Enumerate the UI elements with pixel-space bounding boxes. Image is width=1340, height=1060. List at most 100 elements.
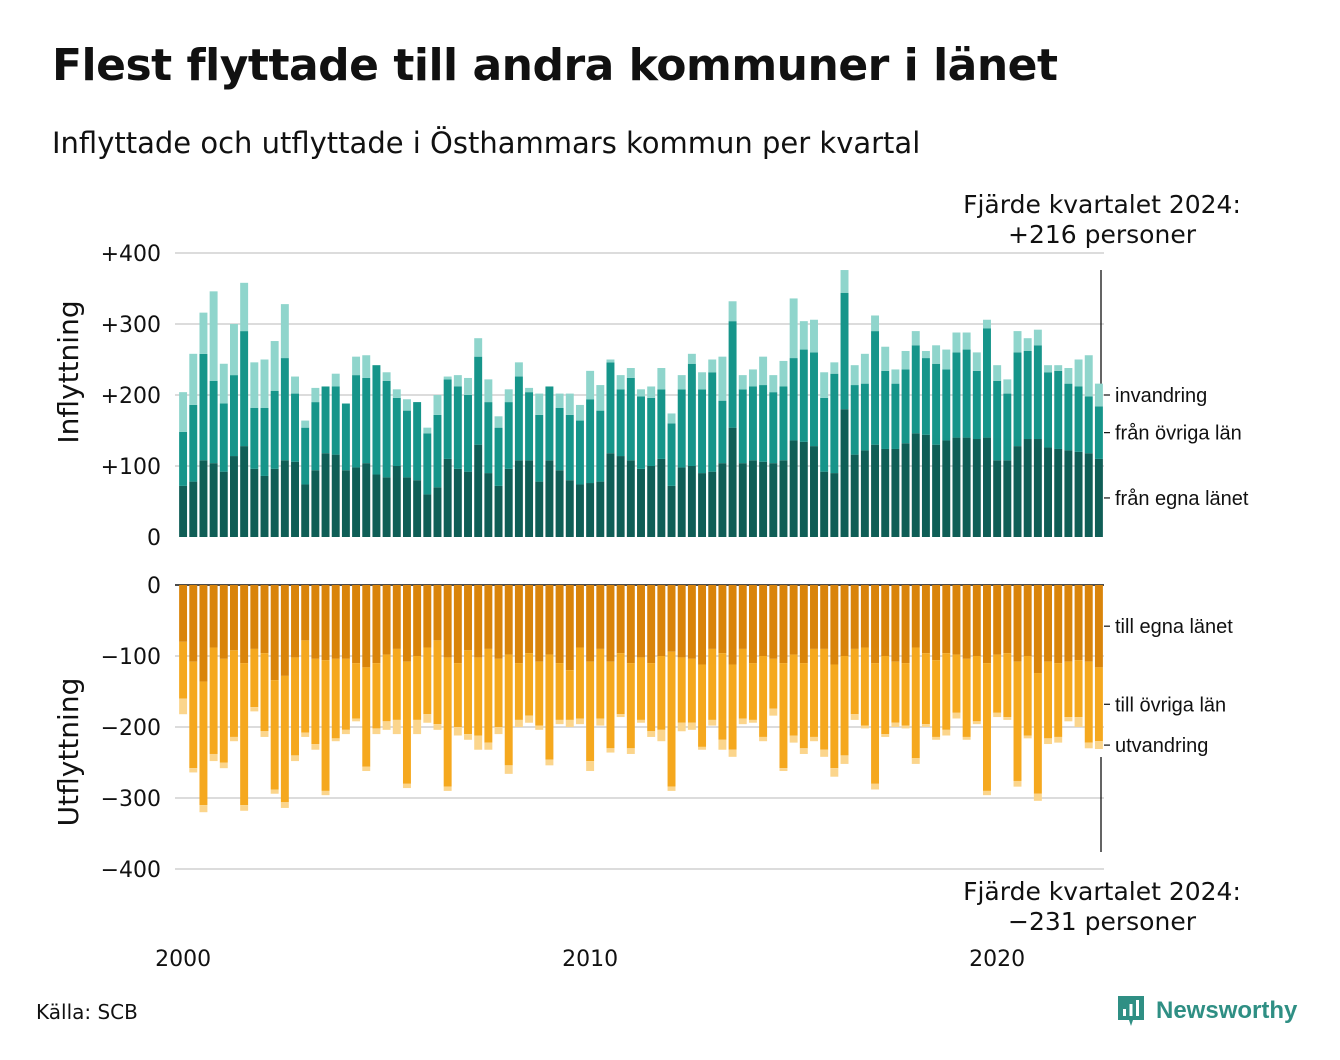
bar-segment — [1094, 741, 1103, 750]
bar-segment — [738, 389, 747, 464]
bar-segment — [270, 390, 279, 469]
bar-segment — [1023, 439, 1032, 537]
bar-segment — [565, 585, 574, 671]
x-tick-label: 2010 — [562, 947, 618, 972]
bar-segment — [484, 742, 493, 750]
bar-segment — [657, 585, 666, 656]
bar-segment — [952, 352, 961, 438]
bar-segment — [1033, 329, 1042, 346]
bar-segment — [626, 585, 635, 664]
bar-segment — [687, 722, 696, 730]
bar-segment — [606, 453, 615, 537]
bar-segment — [708, 585, 717, 649]
bar-segment — [921, 653, 930, 725]
bar-segment — [738, 718, 747, 725]
bar-segment — [993, 380, 1002, 461]
bar-segment — [1064, 368, 1073, 384]
series-labels: från egna länet från övriga län invandring… — [1104, 385, 1249, 757]
bar-segment — [657, 656, 666, 730]
bar-segment — [891, 369, 900, 384]
bar-segment — [881, 656, 890, 735]
bar-segment — [647, 585, 656, 664]
bar-segment — [616, 389, 625, 457]
bar-segment — [321, 660, 330, 791]
bar-segment — [352, 467, 361, 537]
bar-segment — [718, 463, 727, 537]
bar-segment — [1003, 393, 1012, 461]
bar-segment — [962, 658, 971, 737]
bar-segment — [545, 585, 554, 655]
bar-segment — [1054, 736, 1063, 743]
bar-segment — [260, 585, 269, 654]
bar-segment — [810, 446, 818, 537]
bar-segment — [484, 402, 493, 474]
bar-segment — [626, 748, 635, 754]
bar-segment — [453, 375, 462, 387]
bar-segment — [291, 657, 299, 756]
bar-segment — [280, 675, 289, 803]
bar-segment — [311, 387, 320, 403]
bar-segment — [1064, 585, 1073, 662]
bar-segment — [1054, 365, 1063, 371]
bar-segment — [789, 585, 798, 655]
bar-segment — [484, 648, 493, 743]
brand-logo[interactable]: Newsworthy — [1116, 994, 1297, 1028]
y-axis-bottom: 0 −100 −200 −300 −400 — [101, 574, 161, 883]
bar-segment — [321, 790, 330, 796]
bar-segment — [362, 377, 371, 464]
bar-segment — [820, 648, 829, 750]
bar-segment — [280, 585, 289, 676]
bar-segment — [575, 404, 584, 421]
bar-segment — [972, 585, 981, 656]
bar-segment — [657, 729, 666, 742]
x-tick-label: 2000 — [155, 947, 211, 972]
bar-segment — [291, 393, 299, 462]
bar-segment — [433, 585, 442, 641]
bar-segment — [413, 402, 422, 481]
bar-segment — [250, 468, 259, 537]
bar-segment — [871, 444, 880, 537]
bar-segment — [799, 663, 808, 749]
bar-segment — [983, 328, 991, 438]
bar-segment — [341, 470, 350, 537]
bar-segment — [240, 805, 249, 811]
bar-segment — [901, 443, 910, 537]
bar-segment — [1033, 585, 1042, 674]
bar-segment — [219, 658, 228, 763]
bar-segment — [779, 460, 788, 537]
bar-segment — [311, 585, 320, 659]
bar-segment — [759, 356, 768, 386]
bar-segment — [942, 653, 951, 730]
series-label: utvandring — [1115, 735, 1208, 757]
bar-segment — [942, 369, 951, 441]
bar-segment — [1044, 447, 1052, 537]
bar-segment — [586, 483, 595, 537]
bar-segment — [789, 735, 798, 743]
bar-segment — [402, 783, 411, 789]
bar-segment — [362, 585, 371, 668]
bar-segment — [179, 485, 188, 537]
bar-segment — [565, 480, 574, 537]
bar-segment — [413, 719, 422, 735]
bar-segment — [799, 748, 808, 754]
bar-segment — [748, 369, 757, 387]
bar-segment — [555, 393, 564, 408]
bar-segment — [240, 331, 249, 447]
bar-segment — [983, 437, 991, 537]
bar-segment — [1084, 355, 1093, 397]
bar-segment — [687, 466, 696, 537]
bar-segment — [372, 585, 381, 664]
bar-segment — [759, 585, 768, 656]
bar-segment — [820, 372, 829, 398]
bar-segment — [413, 480, 422, 537]
bar-segment — [993, 365, 1002, 381]
bar-segment — [962, 437, 971, 537]
bar-segment — [474, 657, 483, 736]
bar-segment — [321, 585, 330, 661]
bar-segment — [952, 585, 961, 655]
bar-segment — [881, 448, 890, 537]
bar-segment — [291, 585, 299, 658]
bar-segment — [810, 319, 818, 353]
bar-segment — [331, 454, 340, 537]
bar-segment — [260, 653, 269, 732]
